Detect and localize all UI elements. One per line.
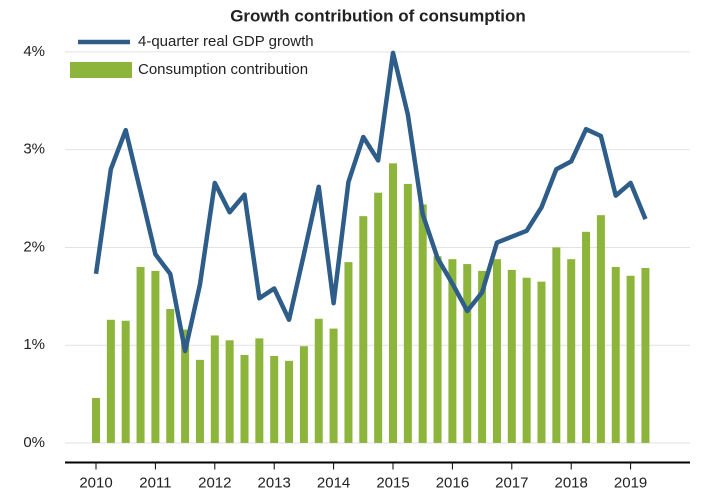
bar xyxy=(596,215,605,443)
bar xyxy=(552,247,561,443)
bar xyxy=(626,275,635,443)
x-tick-label: 2010 xyxy=(79,474,112,491)
bar xyxy=(344,262,353,443)
line xyxy=(93,50,648,354)
bar xyxy=(463,264,472,443)
bar xyxy=(255,338,264,443)
bar xyxy=(106,319,115,443)
y-tick-label: 4% xyxy=(23,43,45,60)
bar xyxy=(641,267,650,443)
x-tick-label: 2019 xyxy=(614,474,647,491)
bar xyxy=(121,320,130,443)
legend-label: 4-quarter real GDP growth xyxy=(138,33,314,50)
bar xyxy=(374,192,383,443)
bar xyxy=(136,266,145,443)
bar xyxy=(611,266,620,443)
bar xyxy=(299,346,308,443)
y-tick-label: 1% xyxy=(23,336,45,353)
bar xyxy=(537,281,546,443)
y-tick-label: 2% xyxy=(23,238,45,255)
bar xyxy=(522,277,531,443)
bar xyxy=(359,216,368,443)
bar xyxy=(270,355,279,443)
bar xyxy=(567,259,576,443)
bar xyxy=(389,163,397,443)
bar xyxy=(285,360,294,443)
bar xyxy=(433,256,442,443)
bar xyxy=(181,329,190,443)
bar xyxy=(418,204,427,443)
x-tick-label: 2011 xyxy=(139,474,171,491)
x-tick-label: 2017 xyxy=(495,474,528,491)
legend-swatch xyxy=(70,62,132,78)
y-tick-label: 0% xyxy=(23,434,45,451)
chart-title: Growth contribution of consumption xyxy=(230,6,526,25)
bar xyxy=(240,354,249,443)
bar xyxy=(329,328,338,443)
bar xyxy=(492,259,501,443)
bar xyxy=(403,183,412,443)
bar xyxy=(478,270,487,443)
x-tick-label: 2014 xyxy=(317,474,350,491)
legend-label: Consumption contribution xyxy=(138,61,308,78)
x-tick-label: 2018 xyxy=(555,474,588,491)
x-tick-label: 2012 xyxy=(198,474,231,491)
bar xyxy=(210,335,219,443)
bar xyxy=(195,359,204,443)
bar xyxy=(225,340,234,443)
bar xyxy=(151,270,160,443)
x-tick-label: 2016 xyxy=(436,474,469,491)
bar xyxy=(582,231,591,443)
bar xyxy=(92,397,100,443)
bar xyxy=(166,309,175,443)
x-tick-label: 2015 xyxy=(376,474,409,491)
y-tick-label: 3% xyxy=(23,141,45,158)
x-tick-label: 2013 xyxy=(258,474,291,491)
bar xyxy=(314,318,323,443)
bar xyxy=(507,269,516,443)
bar xyxy=(448,259,457,443)
